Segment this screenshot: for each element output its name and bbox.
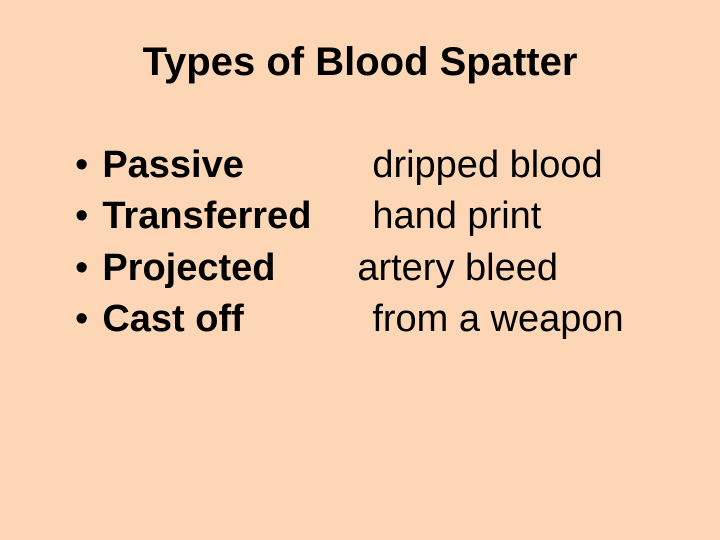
bullet-term: Projected xyxy=(102,243,357,294)
bullet-desc: artery bleed xyxy=(357,243,558,294)
bullet-item: • Transferred hand print xyxy=(75,191,660,242)
bullet-desc: from a weapon xyxy=(372,294,623,345)
bullet-desc: hand print xyxy=(372,191,541,242)
bullet-marker: • xyxy=(75,191,88,242)
bullet-item: • Cast off from a weapon xyxy=(75,294,660,345)
bullet-term: Passive xyxy=(102,140,372,191)
bullet-marker: • xyxy=(75,140,88,191)
bullet-desc: dripped blood xyxy=(372,140,602,191)
bullet-item: • Projected artery bleed xyxy=(75,243,660,294)
bullet-marker: • xyxy=(75,294,88,345)
slide-container: Types of Blood Spatter • Passive dripped… xyxy=(0,0,720,540)
bullet-term: Cast off xyxy=(102,294,372,345)
bullet-marker: • xyxy=(75,243,88,294)
bullet-term: Transferred xyxy=(102,191,372,242)
bullet-list: • Passive dripped blood • Transferred ha… xyxy=(60,140,660,345)
bullet-item: • Passive dripped blood xyxy=(75,140,660,191)
slide-title: Types of Blood Spatter xyxy=(60,40,660,85)
